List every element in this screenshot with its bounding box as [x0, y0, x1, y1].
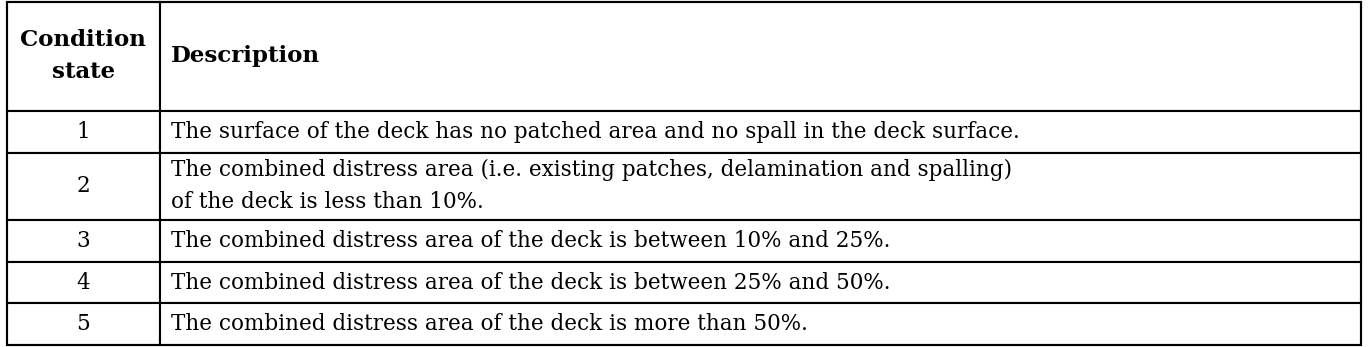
Text: 5: 5 — [77, 313, 90, 335]
Text: 1: 1 — [77, 121, 90, 143]
Text: The combined distress area of the deck is more than 50%.: The combined distress area of the deck i… — [171, 313, 807, 335]
Text: 4: 4 — [77, 272, 90, 294]
Bar — [7, 2, 160, 111]
Bar — [7, 153, 160, 220]
Bar — [160, 111, 1361, 153]
Text: The combined distress area of the deck is between 25% and 50%.: The combined distress area of the deck i… — [171, 272, 891, 294]
Text: 3: 3 — [77, 230, 90, 252]
Bar — [160, 220, 1361, 262]
Bar — [7, 304, 160, 345]
Text: Condition
state: Condition state — [21, 29, 146, 83]
Text: 2: 2 — [77, 175, 90, 197]
Bar — [7, 220, 160, 262]
Bar — [160, 262, 1361, 304]
Bar — [160, 2, 1361, 111]
Bar — [7, 111, 160, 153]
Text: The combined distress area of the deck is between 10% and 25%.: The combined distress area of the deck i… — [171, 230, 891, 252]
Text: Description: Description — [171, 45, 320, 67]
Text: The combined distress area (i.e. existing patches, delamination and spalling)
of: The combined distress area (i.e. existin… — [171, 159, 1012, 213]
Text: The surface of the deck has no patched area and no spall in the deck surface.: The surface of the deck has no patched a… — [171, 121, 1019, 143]
Bar — [160, 304, 1361, 345]
Bar — [160, 153, 1361, 220]
Bar — [7, 262, 160, 304]
